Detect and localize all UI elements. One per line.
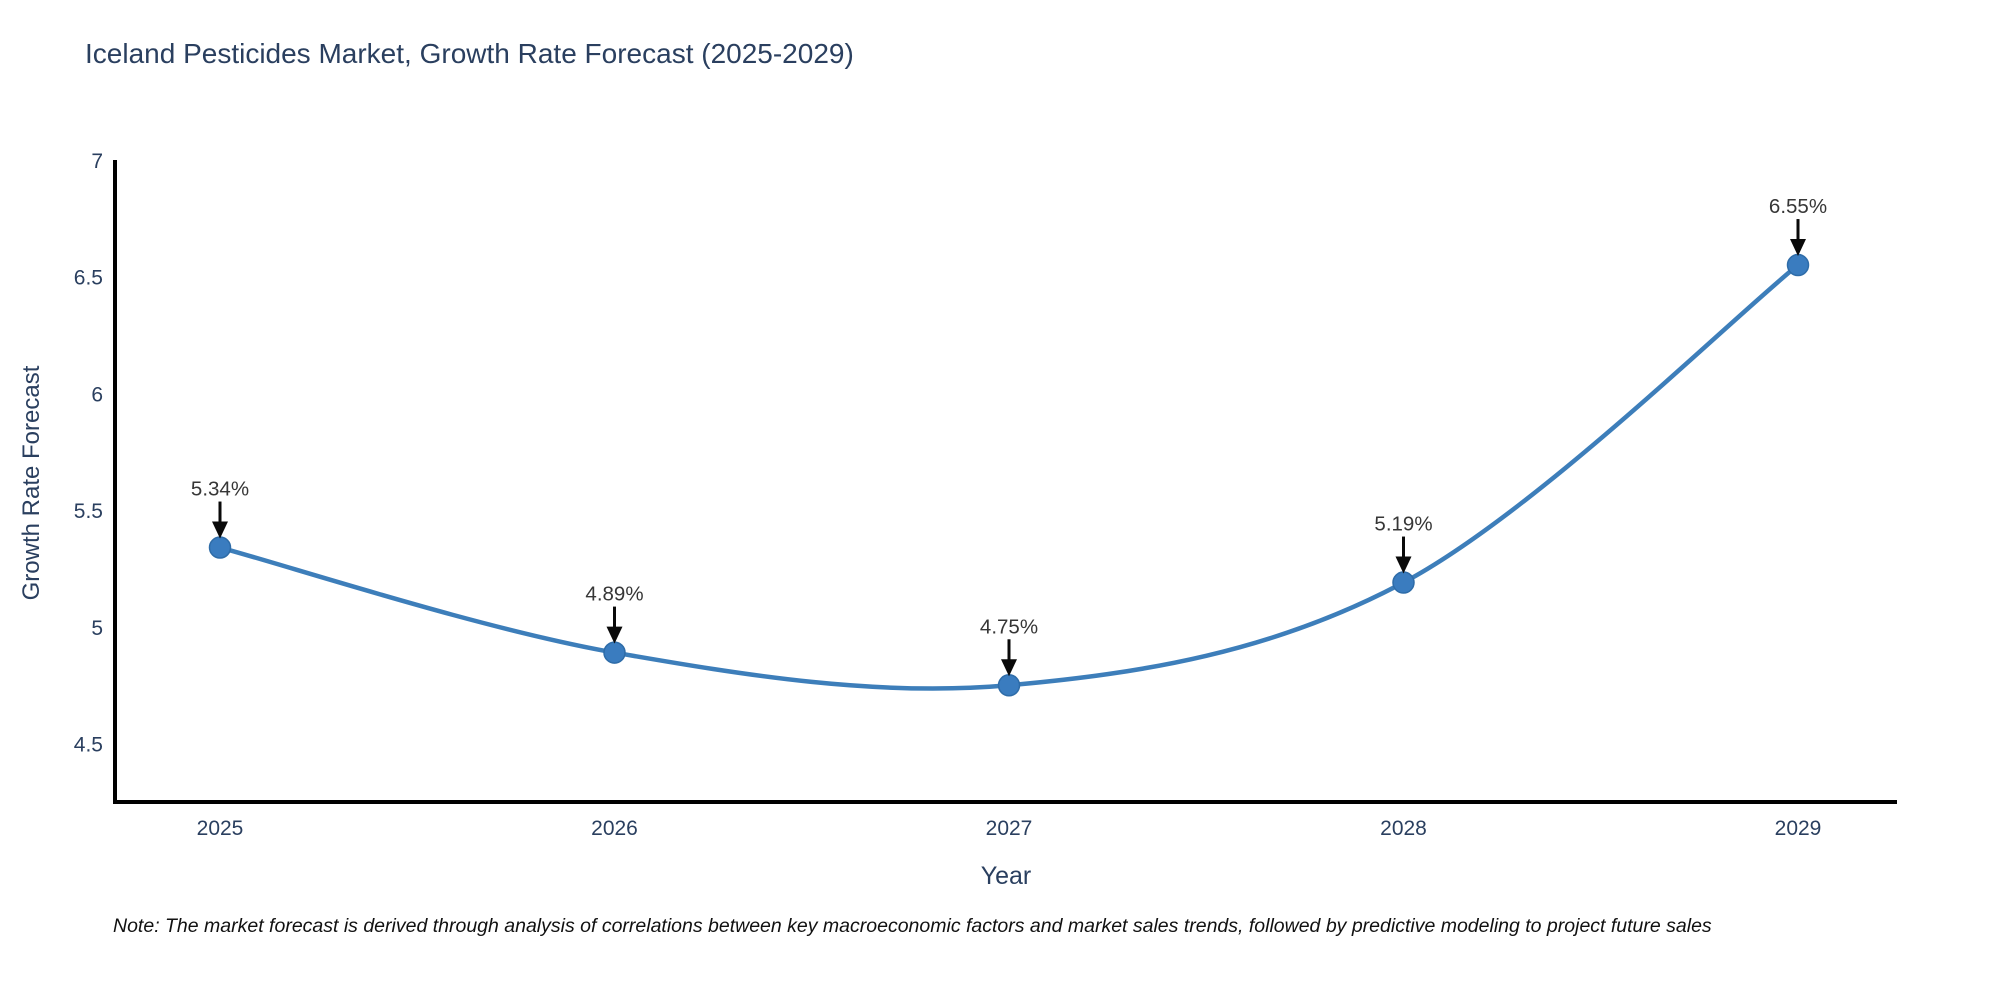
footnote: Note: The market forecast is derived thr… [113,915,1712,937]
annotation-arrow-head [1395,556,1412,574]
data-point-marker [208,536,232,559]
annotation-arrow-head [1001,659,1017,677]
data-point-marker [603,641,626,664]
data-point-marker [997,674,1021,697]
y-tick-label: 6.5 [74,267,103,290]
annotation-label: 6.55% [1769,195,1827,218]
x-tick-label: 2029 [1775,817,1822,840]
y-tick-label: 4.5 [74,734,103,757]
x-axis-title: Year [980,862,1032,890]
annotation-label: 4.75% [980,615,1038,638]
y-tick-label: 7 [91,150,103,173]
y-tick-label: 5.5 [74,500,103,523]
x-tick-label: 2028 [1380,817,1427,840]
annotation-label: 5.19% [1374,513,1432,536]
annotation-label: 5.34% [191,478,249,501]
x-tick-label: 2025 [197,817,244,840]
annotation-label: 4.89% [585,583,643,606]
x-tick-label: 2026 [591,817,638,840]
annotation-arrow-head [1790,239,1806,257]
y-tick-label: 6 [91,383,103,406]
annotation-arrow-head [606,626,623,644]
data-point-marker [1392,571,1415,594]
data-point-marker [1786,253,1810,277]
annotation-arrow-head [212,521,228,539]
y-tick-label: 5 [91,617,103,640]
y-axis-title: Growth Rate Forecast [18,365,45,601]
chart-title: Iceland Pesticides Market, Growth Rate F… [85,38,854,69]
x-tick-label: 2027 [986,817,1033,840]
